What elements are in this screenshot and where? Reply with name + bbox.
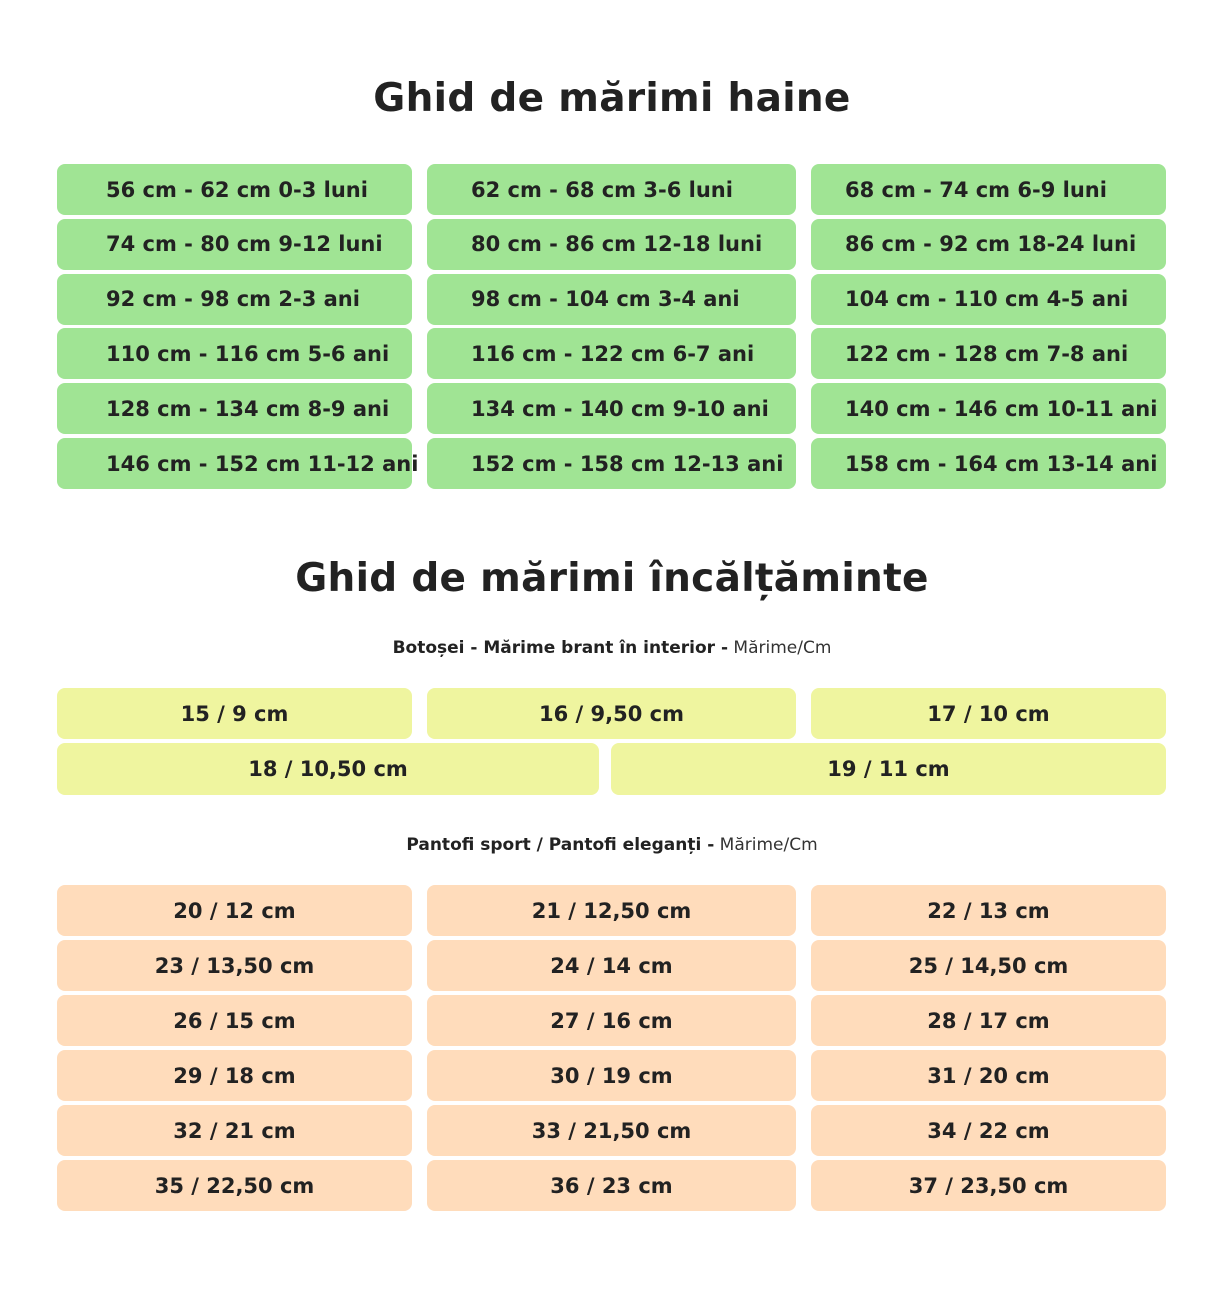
shoe-size-cell: 21 / 12,50 cm xyxy=(427,885,796,936)
clothes-size-cell: 92 cm - 98 cm 2-3 ani xyxy=(57,273,412,325)
clothes-size-cell: 98 cm - 104 cm 3-4 ani xyxy=(427,273,796,325)
shoe-size-cell: 29 / 18 cm xyxy=(57,1050,412,1101)
clothes-size-cell: 62 cm - 68 cm 3-6 luni xyxy=(427,164,796,215)
sneakers-section-label: Pantofi sport / Pantofi eleganți - Mărim… xyxy=(0,835,1224,855)
slipper-size-cell: 19 / 11 cm xyxy=(611,743,1166,795)
shoe-size-cell: 30 / 19 cm xyxy=(427,1050,796,1101)
clothes-size-cell: 110 cm - 116 cm 5-6 ani xyxy=(57,328,412,380)
slipper-size-cell: 17 / 10 cm xyxy=(811,688,1166,739)
shoe-size-cell: 35 / 22,50 cm xyxy=(57,1160,412,1211)
slippers-section-label: Botoșei - Mărime brant în interior - Măr… xyxy=(0,638,1224,658)
clothes-size-cell: 86 cm - 92 cm 18-24 luni xyxy=(811,218,1166,270)
clothes-size-cell: 80 cm - 86 cm 12-18 luni xyxy=(427,218,796,270)
sneakers-label-bold: Pantofi sport / Pantofi eleganți - xyxy=(406,835,715,855)
shoe-size-cell: 33 / 21,50 cm xyxy=(427,1105,796,1156)
shoe-size-cell: 22 / 13 cm xyxy=(811,885,1166,936)
sneakers-label-unit: Mărime/Cm xyxy=(719,835,818,855)
slipper-size-cell: 16 / 9,50 cm xyxy=(427,688,796,739)
clothes-size-cell: 158 cm - 164 cm 13-14 ani xyxy=(811,438,1166,489)
shoe-size-cell: 36 / 23 cm xyxy=(427,1160,796,1211)
clothes-size-cell: 122 cm - 128 cm 7-8 ani xyxy=(811,328,1166,380)
clothes-size-cell: 104 cm - 110 cm 4-5 ani xyxy=(811,273,1166,325)
shoes-size-guide-title: Ghid de mărimi încălțăminte xyxy=(295,556,929,601)
clothes-size-cell: 140 cm - 146 cm 10-11 ani xyxy=(811,383,1166,435)
clothes-size-cell: 68 cm - 74 cm 6-9 luni xyxy=(811,164,1166,215)
slippers-label-unit: Mărime/Cm xyxy=(733,638,832,658)
clothes-size-guide-title: Ghid de mărimi haine xyxy=(373,76,851,121)
shoe-size-cell: 28 / 17 cm xyxy=(811,995,1166,1046)
shoe-size-cell: 34 / 22 cm xyxy=(811,1105,1166,1156)
shoe-size-cell: 25 / 14,50 cm xyxy=(811,940,1166,991)
clothes-size-cell: 128 cm - 134 cm 8-9 ani xyxy=(57,383,412,435)
clothes-size-cell: 116 cm - 122 cm 6-7 ani xyxy=(427,328,796,380)
shoe-size-cell: 20 / 12 cm xyxy=(57,885,412,936)
clothes-size-cell: 134 cm - 140 cm 9-10 ani xyxy=(427,383,796,435)
shoe-size-cell: 37 / 23,50 cm xyxy=(811,1160,1166,1211)
clothes-size-cell: 152 cm - 158 cm 12-13 ani xyxy=(427,438,796,489)
shoe-size-cell: 31 / 20 cm xyxy=(811,1050,1166,1101)
shoe-size-cell: 26 / 15 cm xyxy=(57,995,412,1046)
shoe-size-cell: 27 / 16 cm xyxy=(427,995,796,1046)
shoe-size-cell: 23 / 13,50 cm xyxy=(57,940,412,991)
slipper-size-cell: 15 / 9 cm xyxy=(57,688,412,739)
clothes-size-cell: 56 cm - 62 cm 0-3 luni xyxy=(57,164,412,215)
clothes-size-cell: 146 cm - 152 cm 11-12 ani xyxy=(57,438,418,489)
slipper-size-cell: 18 / 10,50 cm xyxy=(57,743,599,795)
clothes-size-cell: 74 cm - 80 cm 9-12 luni xyxy=(57,218,412,270)
shoe-size-cell: 24 / 14 cm xyxy=(427,940,796,991)
slippers-label-bold: Botoșei - Mărime brant în interior - xyxy=(392,638,729,658)
shoe-size-cell: 32 / 21 cm xyxy=(57,1105,412,1156)
